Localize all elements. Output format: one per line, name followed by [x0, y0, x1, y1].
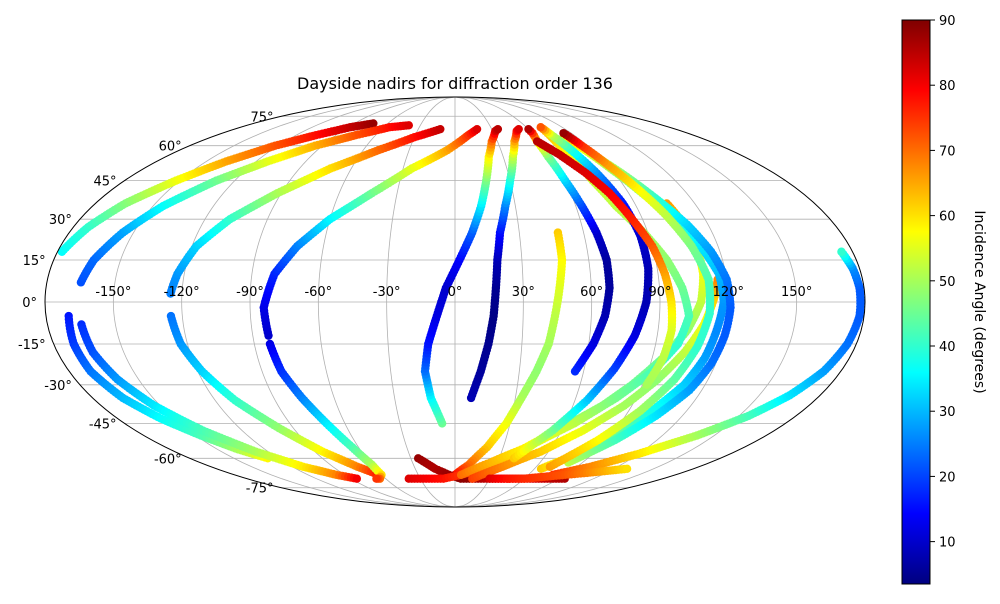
data-point [352, 474, 362, 483]
lat-tick-label: 45° [94, 175, 117, 190]
lon-tick-label: -150° [95, 285, 131, 300]
lat-tick-label: 30° [49, 213, 72, 228]
colorbar-tick-label: 80 [939, 79, 956, 94]
colorbar-gradient [901, 19, 931, 585]
lon-tick-label: -60° [304, 285, 332, 300]
lat-tick-label: 75° [250, 110, 273, 125]
lon-tick-label: 90° [648, 285, 671, 300]
lon-tick-label: 150° [781, 285, 812, 300]
lat-tick-label: -60° [154, 452, 182, 467]
colorbar: 10 20 30 40 50 60 70 80 90 Incidence Angle (degr… [901, 14, 987, 585]
lat-tick-label: 0° [22, 296, 37, 311]
data-point [524, 124, 533, 134]
lat-tick-label: -45° [89, 417, 117, 432]
data-point [436, 124, 445, 134]
data-points [57, 119, 865, 483]
data-point [622, 464, 632, 474]
colorbar-ticks: 10 20 30 40 50 60 70 80 90 [930, 14, 956, 551]
lon-tick-label: 60° [580, 285, 603, 300]
colorbar-label: Incidence Angle (degrees) [971, 210, 987, 393]
colorbar-tick-label: 20 [939, 470, 956, 485]
lat-tick-label: -15° [18, 338, 46, 353]
colorbar-tick-label: 90 [939, 14, 956, 29]
colorbar-tick-label: 40 [939, 340, 956, 355]
colorbar-tick-label: 70 [939, 144, 956, 159]
data-point [472, 124, 482, 134]
lon-tick-label: 120° [713, 285, 744, 300]
colorbar-tick-label: 30 [939, 405, 956, 420]
lat-tick-label: -75° [246, 482, 274, 497]
data-point [514, 124, 523, 134]
data-point [493, 124, 503, 134]
lon-tick-label: -90° [236, 285, 264, 300]
data-point [559, 128, 568, 138]
lon-tick-label: 30° [512, 285, 535, 300]
chart-title: Dayside nadirs for diffraction order 136 [297, 74, 613, 93]
data-point [372, 474, 381, 483]
lon-tick-label: -120° [164, 285, 200, 300]
data-point [642, 380, 651, 390]
colorbar-tick-label: 60 [939, 210, 956, 225]
lat-tick-label: 15° [23, 254, 46, 269]
colorbar-tick-label: 10 [939, 536, 956, 551]
lon-tick-label: -30° [373, 285, 401, 300]
data-point [369, 119, 378, 128]
map-grid [45, 96, 865, 508]
colorbar-tick-label: 50 [939, 275, 956, 290]
data-point [837, 247, 846, 256]
data-point [404, 121, 413, 130]
lon-tick-label: 0° [448, 285, 463, 300]
lat-tick-label: 60° [159, 140, 182, 155]
data-point [536, 123, 545, 132]
lat-tick-label: -30° [44, 379, 72, 394]
